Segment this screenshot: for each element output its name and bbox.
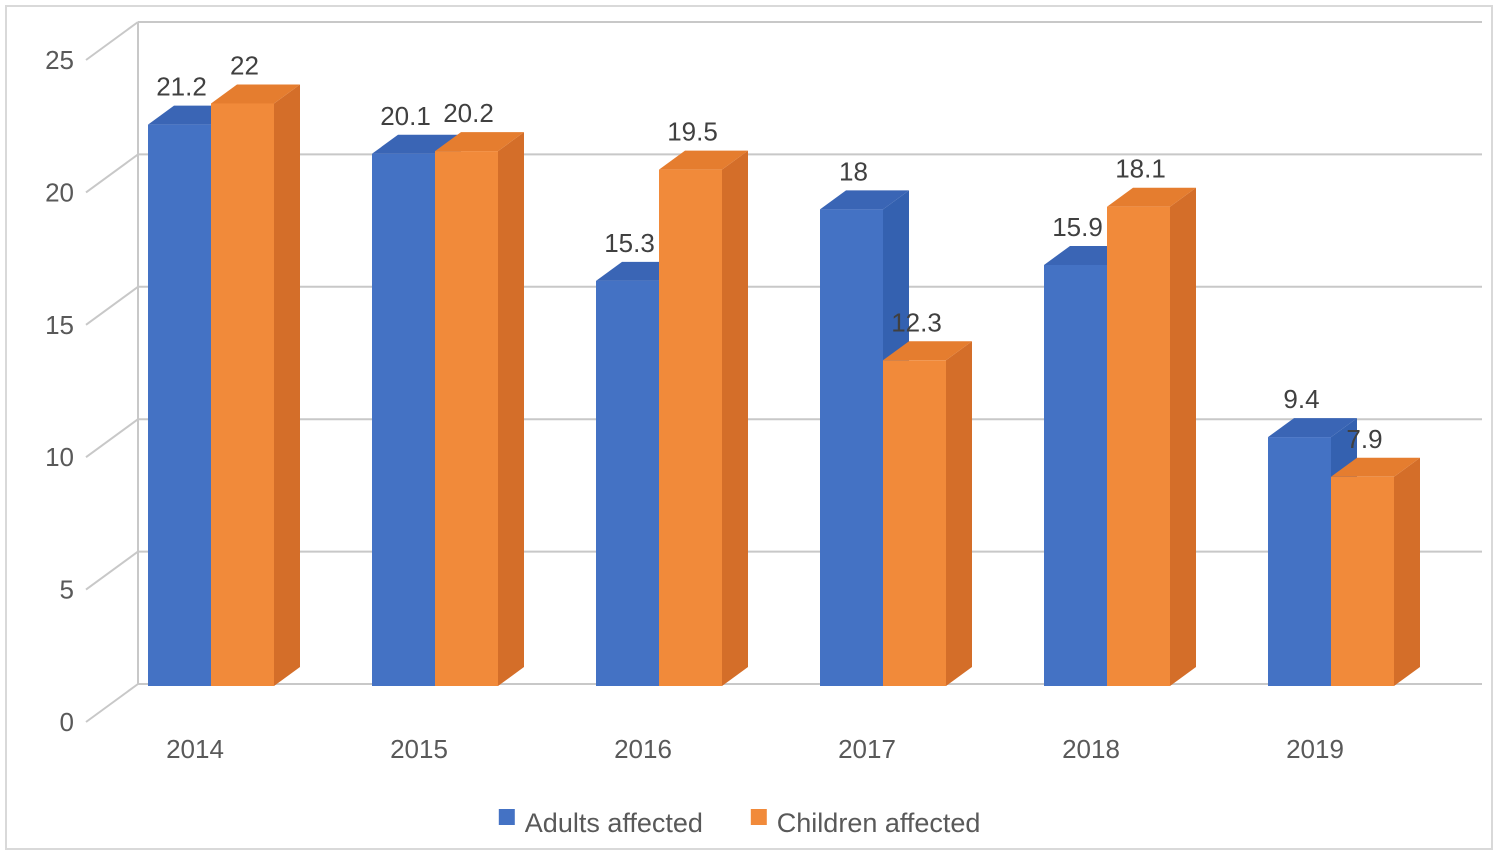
bar-top [211,84,300,104]
legend-label: Adults affected [525,808,703,838]
data-label: 15.9 [1052,212,1103,242]
y-tick-label: 5 [60,575,74,605]
data-labels: 21.2 22 20.1 20.2 15.3 19.5 18 12.3 15.9 18.1 9.4 7… [156,50,1382,453]
gridline-side [85,285,139,326]
bar [148,124,211,686]
y-tick-label: 0 [60,707,74,737]
bar-side [498,132,524,686]
data-label: 12.3 [891,307,942,337]
gridline-side [85,683,139,723]
bar-top [1268,418,1357,438]
y-tick-label: 15 [45,310,74,340]
data-label: 15.3 [604,228,655,258]
data-label: 19.5 [667,117,718,147]
bar-side [1394,457,1420,686]
bar [372,153,435,686]
bar-top [1331,457,1420,477]
bar-top [883,341,972,361]
x-tick-label: 2016 [614,734,672,764]
legend-swatch [498,809,515,825]
bar-top [1107,187,1196,207]
y-axis: 0 5 10 15 20 25 [45,45,74,737]
bars [148,84,1420,687]
bar [1331,476,1394,686]
bar [659,169,722,686]
data-label: 20.2 [443,98,494,128]
y-tick-label: 10 [45,442,74,472]
data-label: 9.4 [1283,384,1319,414]
bar [883,360,946,686]
data-label: 21.2 [156,72,207,102]
bar-top [659,150,748,170]
data-label: 18 [839,156,868,186]
data-label: 22 [230,50,259,80]
gridline-side [85,550,139,591]
gridline-side [85,21,139,61]
bar [1107,206,1170,686]
gridline-side [85,153,139,194]
bar-side [1170,187,1196,686]
gridlines [85,21,1482,723]
bar [820,209,883,687]
bar-side [946,341,972,686]
bar [1268,437,1331,686]
x-tick-label: 2014 [166,734,224,764]
gridline-side [85,418,139,459]
bar [1044,264,1107,686]
x-axis: 2014 2015 2016 2017 2018 2019 [166,734,1344,764]
bar-side [722,150,748,686]
bar-top [820,190,909,210]
bar [596,280,659,686]
y-tick-label: 20 [45,177,74,207]
legend-label: Children affected [777,808,981,838]
y-tick-label: 25 [45,45,74,75]
x-tick-label: 2018 [1062,734,1120,764]
data-label: 18.1 [1115,154,1166,184]
legend-swatch [750,809,767,825]
legend: Adults affected Children affected [498,808,981,838]
x-tick-label: 2017 [838,734,896,764]
bar-top [435,132,524,152]
data-label: 7.9 [1346,424,1382,454]
data-label: 20.1 [380,101,431,131]
x-tick-label: 2015 [390,734,448,764]
bar [435,151,498,686]
x-tick-label: 2019 [1286,734,1344,764]
bar-side [274,84,300,686]
bar [211,103,274,686]
